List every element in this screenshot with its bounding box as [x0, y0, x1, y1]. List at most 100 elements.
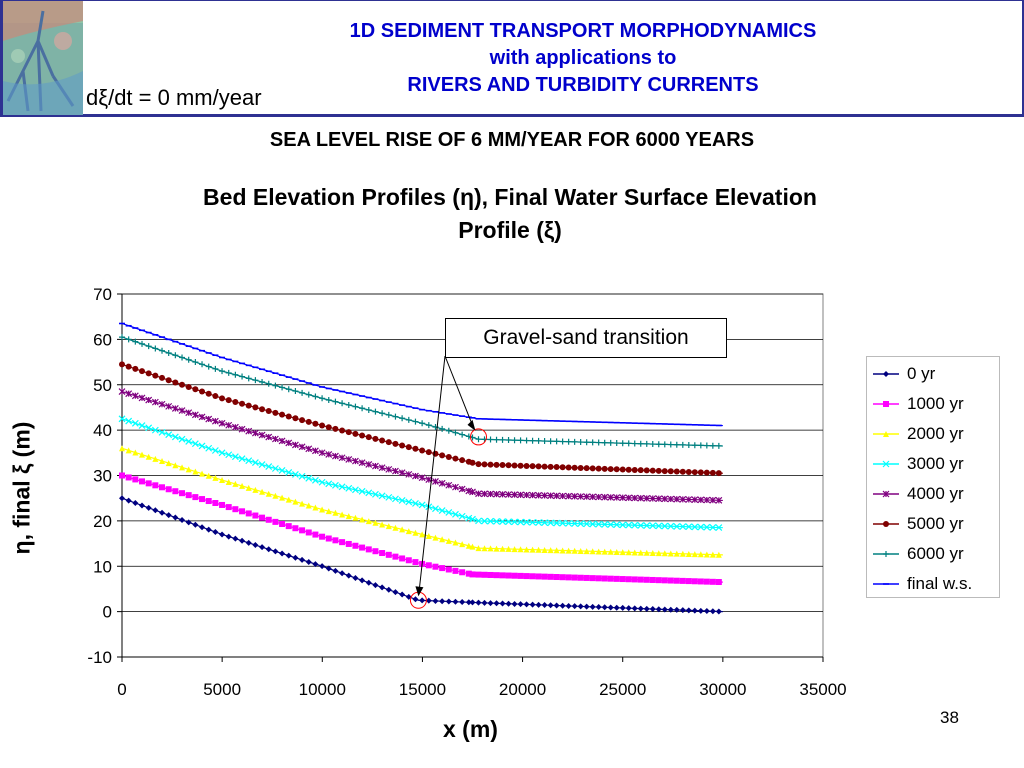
- series-point: [158, 428, 166, 436]
- series-point: [703, 551, 710, 558]
- series-point: [179, 490, 186, 497]
- series-point: [553, 602, 560, 609]
- legend-swatch-marker: [882, 460, 890, 468]
- series-point: [661, 606, 668, 613]
- legend-swatch-marker: [883, 551, 889, 557]
- series-point: [438, 479, 446, 487]
- legend-item: 2000 yr: [867, 419, 999, 449]
- series-point: [481, 545, 488, 552]
- series-point: [655, 606, 662, 613]
- series-point: [425, 449, 432, 456]
- series-point: [517, 491, 524, 499]
- series-point: [505, 518, 512, 526]
- series-point: [511, 572, 518, 579]
- series-point: [379, 410, 386, 417]
- series-point: [619, 549, 626, 556]
- series-point: [637, 440, 644, 447]
- series-point: [152, 482, 159, 489]
- series-point: [332, 425, 339, 432]
- series-point: [601, 465, 608, 472]
- series-point: [619, 576, 626, 583]
- series-point: [697, 607, 704, 614]
- series-point: [631, 549, 638, 556]
- series-point: [607, 439, 614, 446]
- series-point: [272, 382, 279, 389]
- series-point: [458, 485, 466, 493]
- series-point: [715, 442, 722, 449]
- series-point: [305, 445, 313, 453]
- series-point: [709, 496, 717, 504]
- series-point: [151, 398, 159, 406]
- series-point: [392, 440, 399, 447]
- series-point: [487, 517, 494, 525]
- series-point: [279, 411, 286, 418]
- series-point: [212, 529, 219, 536]
- series-point: [345, 455, 353, 463]
- series-point: [667, 577, 674, 584]
- series-point: [511, 600, 518, 607]
- series-point: [643, 522, 651, 529]
- series-point: [245, 539, 252, 546]
- series-point: [535, 491, 543, 499]
- series-point: [199, 524, 206, 531]
- series-point: [305, 529, 312, 536]
- series-point: [232, 535, 239, 542]
- page-number: 38: [940, 708, 959, 727]
- series-point: [238, 455, 246, 463]
- series-point: [192, 359, 199, 366]
- chart-title-line1: Bed Elevation Profiles (η), Final Water …: [203, 184, 817, 210]
- series-point: [535, 437, 542, 444]
- series-point: [325, 424, 332, 431]
- series-point: [613, 548, 620, 555]
- series-point: [225, 421, 233, 429]
- series-point: [715, 579, 722, 586]
- series-point: [179, 516, 186, 523]
- series-point: [345, 513, 352, 520]
- series-point: [493, 545, 500, 552]
- series-point: [352, 542, 359, 549]
- series-point: [299, 556, 306, 563]
- series-point: [589, 493, 597, 501]
- series-point: [559, 547, 566, 554]
- series-point: [292, 554, 299, 561]
- series-point: [697, 551, 704, 558]
- series-point: [259, 514, 266, 521]
- chart-title: Bed Elevation Profiles (η), Final Water …: [110, 181, 910, 247]
- series-point: [185, 466, 192, 473]
- series-point: [352, 457, 359, 465]
- series-point: [661, 468, 668, 475]
- series-point: [541, 492, 549, 499]
- series-point: [649, 522, 657, 530]
- legend-item: 4000 yr: [867, 479, 999, 509]
- series-point: [481, 571, 488, 578]
- series-point: [119, 445, 125, 452]
- series-point: [481, 517, 488, 525]
- series-point: [138, 422, 146, 430]
- series-point: [685, 578, 692, 585]
- series-point: [529, 463, 536, 470]
- series-point: [358, 459, 366, 467]
- series-point: [673, 495, 681, 503]
- series-point: [505, 545, 512, 552]
- series-point: [607, 604, 614, 611]
- series-point: [359, 405, 366, 412]
- series-point: [192, 494, 199, 501]
- series-point: [139, 502, 146, 509]
- series-point: [192, 521, 199, 528]
- series-point: [553, 438, 560, 445]
- series-point: [399, 526, 406, 533]
- series-point: [458, 512, 466, 520]
- series-point: [225, 369, 232, 376]
- series-point: [577, 464, 584, 471]
- series-point: [541, 438, 548, 445]
- series-point: [685, 496, 693, 503]
- legend-item: final w.s.: [867, 569, 999, 599]
- series-point: [231, 423, 239, 431]
- series-2000-yr: [119, 445, 723, 558]
- series-point: [511, 437, 518, 444]
- series-point: [372, 462, 379, 470]
- series-point: [499, 462, 506, 469]
- series-point: [571, 464, 578, 471]
- series-point: [709, 523, 717, 531]
- series-point: [673, 550, 680, 557]
